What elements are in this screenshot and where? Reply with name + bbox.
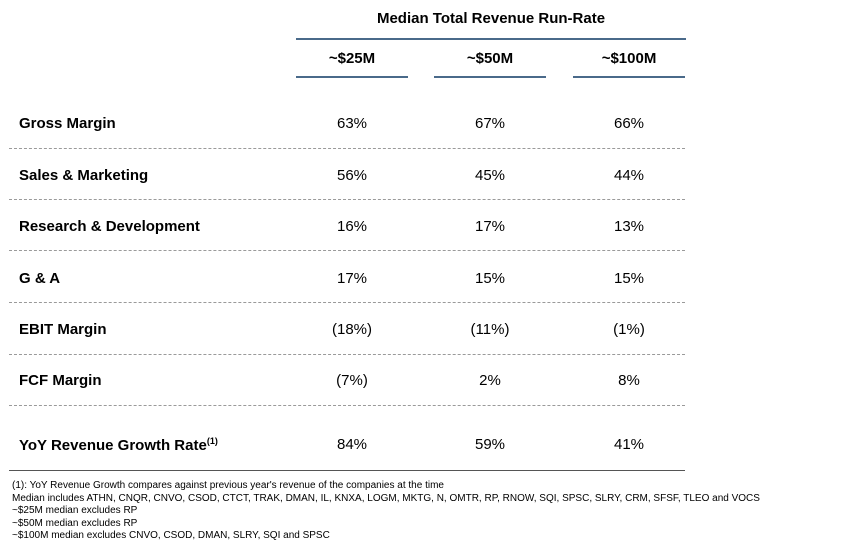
- column-header-50m: ~$50M: [466, 50, 514, 67]
- row-label-text: YoY Revenue Growth Rate: [19, 437, 207, 454]
- footnote-100m: ~$100M median excludes CNVO, CSOD, DMAN,…: [12, 530, 330, 542]
- cell-25m: 84%: [336, 436, 368, 453]
- column-rule-25m: [296, 76, 408, 78]
- cell-100m: 44%: [613, 167, 645, 184]
- table-row-yoy-growth: YoY Revenue Growth Rate(1) 84% 59% 41%: [0, 436, 851, 460]
- cell-25m: 63%: [336, 115, 368, 132]
- cell-50m: (11%): [470, 321, 510, 338]
- cell-50m: 15%: [474, 270, 506, 287]
- footnote-median-includes: Median includes ATHN, CNQR, CNVO, CSOD, …: [12, 492, 760, 504]
- table-row-gross-margin: Gross Margin 63% 67% 66%: [0, 115, 851, 139]
- table-row-fcf-margin: FCF Margin (7%) 2% 8%: [0, 372, 851, 396]
- cell-50m: 45%: [474, 167, 506, 184]
- cell-100m: 13%: [613, 218, 645, 235]
- footnote-25m: ~$25M median excludes RP: [12, 505, 138, 517]
- column-rule-100m: [573, 76, 685, 78]
- row-divider: [9, 405, 685, 406]
- row-label: FCF Margin: [19, 372, 102, 389]
- column-header-100m: ~$100M: [601, 50, 657, 67]
- footnote-marker: (1): [206, 436, 218, 446]
- row-divider: [9, 354, 685, 355]
- cell-100m: 8%: [618, 372, 640, 389]
- row-label: Sales & Marketing: [19, 167, 149, 184]
- cell-50m: 2%: [479, 372, 501, 389]
- cell-25m: (7%): [336, 372, 368, 389]
- row-label: G & A: [19, 270, 61, 287]
- row-divider: [9, 148, 685, 149]
- column-header-25m: ~$25M: [328, 50, 376, 67]
- header-rule: [296, 38, 686, 40]
- column-rule-50m: [434, 76, 546, 78]
- cell-25m: (18%): [331, 321, 372, 338]
- table-row-research-development: Research & Development 16% 17% 13%: [0, 218, 851, 242]
- row-label: Gross Margin: [19, 115, 116, 132]
- table-row-g-and-a: G & A 17% 15% 15%: [0, 270, 851, 294]
- cell-25m: 17%: [336, 270, 368, 287]
- row-divider: [9, 250, 685, 251]
- row-label: Research & Development: [19, 218, 200, 235]
- table-title: Median Total Revenue Run-Rate: [376, 10, 606, 27]
- row-label: EBIT Margin: [19, 321, 107, 338]
- cell-100m: 41%: [613, 436, 645, 453]
- footnote-1: (1): YoY Revenue Growth compares against…: [12, 480, 444, 491]
- footnote-50m: ~$50M median excludes RP: [12, 517, 138, 529]
- table-row-ebit-margin: EBIT Margin (18%) (11%) (1%): [0, 321, 851, 345]
- cell-100m: 15%: [613, 270, 645, 287]
- cell-25m: 56%: [336, 167, 368, 184]
- cell-50m: 17%: [474, 218, 506, 235]
- row-divider: [9, 199, 685, 200]
- footnotes: (1): YoY Revenue Growth compares against…: [12, 480, 760, 543]
- row-label: YoY Revenue Growth Rate(1): [19, 436, 218, 454]
- table-row-sales-marketing: Sales & Marketing 56% 45% 44%: [0, 167, 851, 191]
- cell-50m: 59%: [474, 436, 506, 453]
- table-bottom-rule: [9, 470, 685, 471]
- row-divider: [9, 302, 685, 303]
- cell-100m: 66%: [613, 115, 645, 132]
- cell-25m: 16%: [336, 218, 368, 235]
- cell-50m: 67%: [474, 115, 506, 132]
- cell-100m: (1%): [613, 321, 645, 338]
